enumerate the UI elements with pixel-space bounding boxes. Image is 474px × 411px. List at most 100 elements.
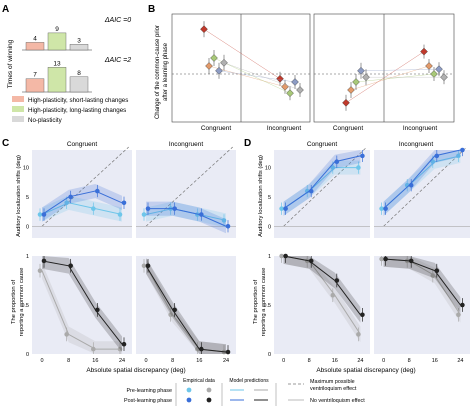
d-prop-cong-point-0-2 [330, 292, 336, 298]
panel-d-plots: 10 5 0 1 0.5 0 0 8 16 24 0 8 16 24 [263, 146, 470, 364]
legend-swatch-none [12, 116, 24, 122]
c-shift-incong-point-1-0 [145, 206, 151, 211]
c-shift-incong-max-effect-line [145, 146, 233, 227]
legend-max-label-2: ventriloquism effect [310, 386, 357, 392]
b-marker-c-0-0 [200, 25, 208, 34]
d-prop-ylabel-line1: The proportion of [253, 280, 259, 325]
d-shift-cong-band-0 [283, 160, 361, 216]
c-title-incongruent: Incongruent [169, 141, 204, 148]
b-marker-c-1-2 [352, 78, 360, 86]
b-connector-0-3 [218, 70, 296, 83]
c-prop-ylabel-line1: The proportion of [11, 280, 17, 325]
c-shift-ylabel-text: Auditory localization shifts (deg) [16, 155, 22, 237]
d-prop-cong-xtick-3: 24 [357, 358, 363, 364]
d-title-incongruent: Incongruent [399, 141, 434, 148]
d-shift-ylabel-text: Auditory localization shifts (deg) [258, 155, 264, 237]
d-shift-incong-band-0 [383, 150, 461, 216]
d-prop-cong-ytick-2: 0 [268, 352, 271, 358]
d-prop-cong-group [274, 253, 370, 354]
d-shift-cong-ytick-1: 5 [268, 195, 271, 201]
c-shift-incong-model-line-1 [146, 208, 227, 227]
d-prop-cong-point-1-2 [334, 278, 340, 283]
legend-pre-dot-2 [206, 387, 212, 393]
d-prop-cong-xtick-0: 0 [282, 358, 285, 364]
panel-b-plot [171, 13, 455, 123]
d-shift-cong-point-1-1 [308, 188, 314, 194]
c-prop-incong-point-0-0 [141, 263, 147, 269]
legend-label-long: High-plasticity, long-lasting changes [28, 107, 126, 114]
bar-value-label-1-2: 8 [77, 70, 81, 77]
d-prop-incong-point-0-3 [456, 312, 461, 318]
d-prop-cong-point-0-3 [356, 332, 361, 337]
legend-label-none: No-plasticity [28, 117, 63, 124]
c-prop-incong-xtick-0: 0 [144, 358, 147, 364]
b-connector-0-1 [208, 65, 286, 88]
legend-swatch-long [12, 106, 24, 112]
b-connector-1-1 [350, 65, 430, 91]
d-shift-incong-background [374, 150, 470, 238]
d-prop-cong-point-1-0 [283, 253, 288, 259]
d-prop-incong-point-1-2 [434, 268, 440, 274]
legend-post-dot-2 [206, 397, 212, 403]
d-xlabel: Absolute spatial discrepancy (deg) [316, 367, 415, 374]
d-shift-incong-point-0-3 [456, 153, 461, 159]
bar-0-2 [69, 44, 89, 51]
c-prop-cong-ytick-1: 0.5 [21, 303, 29, 309]
d-prop-cong-point-0-0 [279, 253, 284, 259]
c-shift-cong-band-0 [42, 195, 122, 222]
c-shift-cong-point-1-1 [68, 194, 73, 200]
d-prop-cong-band-0 [283, 256, 361, 343]
delta-aic-0-label: ΔAIC =0 [104, 17, 131, 24]
c-shift-cong-max-effect-line [41, 146, 129, 227]
c-prop-cong-point-0-3 [117, 346, 123, 352]
bottom-legend: Empirical data Model predictions Pre-lea… [124, 378, 365, 406]
b-marker-c-1-4 [362, 73, 370, 82]
panel-b-ylabel: Change of the common-cause prior after a… [155, 25, 169, 119]
d-prop-incong-group [374, 256, 470, 354]
c-prop-cong-ytick-0: 1 [26, 254, 29, 260]
b-marker-i-1-4 [440, 73, 448, 82]
panel-c-letter: C [2, 138, 9, 149]
c-shift-incong-band-0 [146, 201, 226, 228]
b-marker-i-0-4 [296, 86, 304, 94]
d-prop-incong-xtick-0: 0 [382, 358, 385, 364]
d-shift-cong-band-1 [283, 150, 361, 216]
c-prop-cong-background [32, 256, 132, 354]
b-marker-c-0-3 [215, 66, 223, 75]
c-prop-cong-xtick-3: 24 [119, 358, 125, 364]
c-prop-incong-xtick-1: 8 [171, 358, 174, 364]
panel-b-xlabel-congruent: Congruent [201, 125, 232, 132]
d-shift-cong-point-1-0 [283, 206, 288, 211]
d-prop-incong-point-1-0 [383, 256, 388, 262]
d-prop-incong-point-1-3 [460, 302, 465, 308]
legend-post-label: Post-learning phase [124, 398, 172, 404]
c-shift-incong-point-1-1 [172, 206, 177, 211]
legend-model-header: Model predictions [229, 378, 269, 384]
c-prop-cong-xtick-0: 0 [40, 358, 43, 364]
legend-pre-label: Pre-learning phase [126, 388, 172, 394]
d-shift-cong-ytick-0: 10 [265, 166, 271, 172]
legend-swatch-short [12, 96, 24, 102]
legend-pre-dot-1 [186, 387, 192, 393]
panel-a-ylabel-text: Times of winning [7, 39, 14, 88]
c-prop-incong-xtick-2: 16 [196, 358, 202, 364]
b-marker-i-0-1 [281, 82, 289, 91]
d-prop-cong-model-line-1 [283, 255, 361, 316]
d-shift-incong-max-effect-line [383, 146, 468, 227]
d-shift-cong-point-0-2 [330, 165, 336, 170]
d-prop-incong-band-0 [383, 256, 461, 323]
legend-max-label-1: Maximum possible [310, 379, 355, 385]
c-prop-incong-point-1-2 [199, 346, 204, 352]
panel-b-xlabel-incongruent: Incongruent [267, 125, 302, 132]
c-shift-incong-point-0-0 [141, 212, 147, 217]
bar-value-label-0-0: 4 [33, 35, 37, 42]
d-shift-cong-group [274, 146, 370, 238]
c-prop-ylabel: The proportion of reporting a common cau… [11, 268, 25, 337]
legend-label-short: High-plasticity, short-lasting changes [28, 97, 128, 104]
d-shift-incong-point-1-2 [434, 153, 440, 159]
c-shift-incong-group [136, 146, 236, 238]
panel-c-plots: 10 5 0 1 0.5 0 0 8 16 24 0 8 16 24 [21, 146, 236, 364]
d-shift-cong-point-0-3 [356, 165, 361, 170]
